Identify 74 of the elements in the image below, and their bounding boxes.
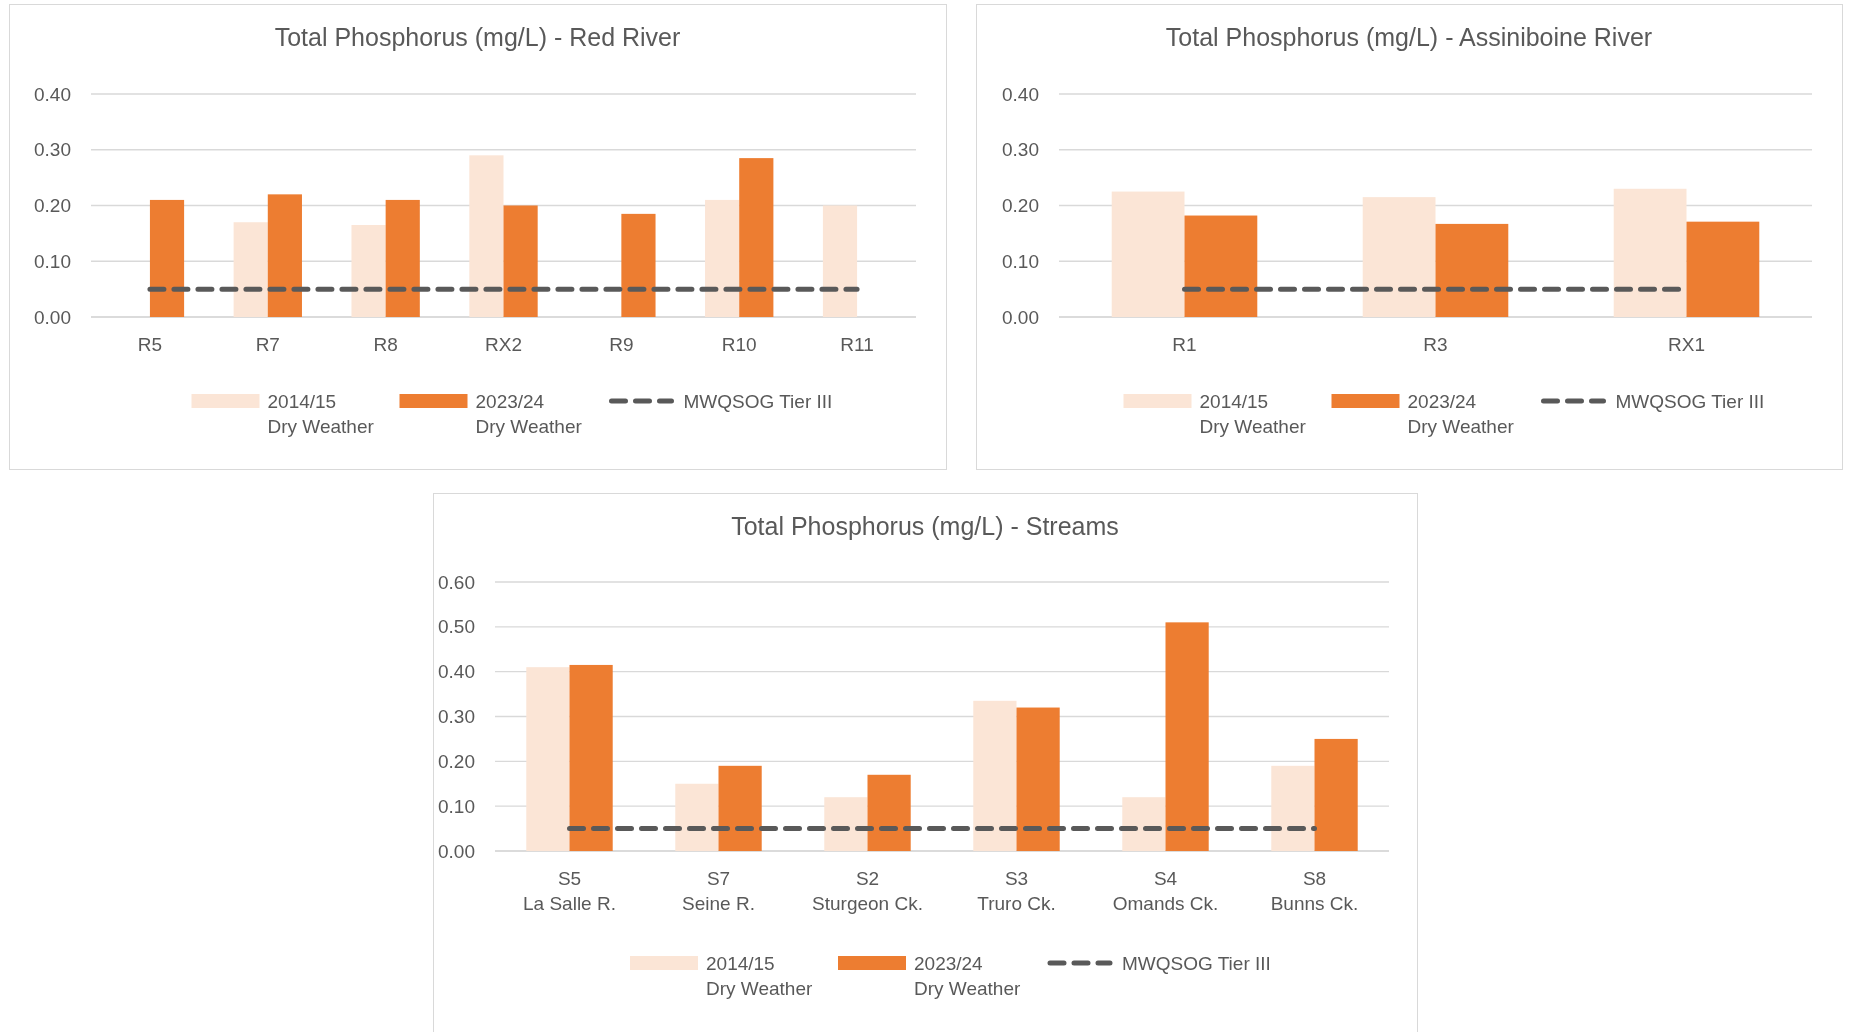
x-tick-label: S3 Truro Ck.: [977, 868, 1056, 914]
bar: [569, 664, 613, 851]
bar: [621, 213, 656, 317]
y-tick-label: 0.40: [34, 83, 71, 105]
y-tick-label: 0.30: [34, 139, 71, 161]
y-tick-label: 0.30: [438, 706, 475, 728]
bar: [867, 774, 911, 851]
bar: [267, 194, 302, 317]
y-tick-label: 0.40: [438, 661, 475, 683]
bar: [822, 205, 858, 317]
x-tick-label: R10: [721, 334, 757, 355]
chart-title: Total Phosphorus (mg/L) - Streams: [731, 512, 1119, 540]
bar: [1122, 797, 1166, 851]
bar: [705, 199, 740, 317]
x-tick-label: R8: [373, 334, 398, 355]
x-tick-label: S2 Sturgeon Ck.: [812, 868, 923, 914]
y-tick-label: 0.20: [438, 750, 475, 772]
chart-title: Total Phosphorus (mg/L) - Assiniboine River: [1165, 23, 1653, 51]
bar: [1184, 215, 1258, 317]
bar: [973, 700, 1017, 851]
bar: [1435, 223, 1509, 317]
bar: [1686, 221, 1760, 317]
y-tick-label: 0.40: [1002, 83, 1039, 105]
x-tick-label: S8 Bunns Ck.: [1270, 868, 1359, 914]
y-tick-label: 0.30: [1002, 139, 1039, 161]
bar: [1111, 191, 1185, 317]
x-tick-label: R7: [255, 334, 280, 355]
legend-label: 2014/15 Dry Weather: [706, 953, 813, 999]
bar: [526, 667, 570, 851]
x-tick-label: R5: [137, 334, 163, 355]
legend-label: MWQSOG Tier III: [683, 391, 833, 412]
legend-label: MWQSOG Tier III: [1615, 391, 1765, 412]
x-tick-label: S4 Omands Ck.: [1112, 868, 1219, 914]
bar: [1613, 188, 1687, 317]
legend-label: 2014/15 Dry Weather: [1199, 391, 1307, 437]
bar: [675, 783, 719, 851]
bar: [149, 199, 185, 317]
bar: [1165, 622, 1209, 851]
bar: [469, 155, 504, 317]
x-tick-label: R9: [609, 334, 634, 355]
bar: [718, 765, 762, 851]
y-tick-label: 0.10: [34, 250, 71, 272]
y-tick-label: 0.10: [1002, 250, 1039, 272]
bar: [233, 222, 268, 317]
y-tick-label: 0.10: [438, 795, 475, 817]
legend-label: 2023/24 Dry Weather: [475, 391, 583, 437]
bar: [1271, 765, 1315, 851]
bar: [385, 199, 420, 317]
bar: [351, 225, 386, 317]
legend-label: 2023/24 Dry Weather: [914, 953, 1021, 999]
x-tick-label: R3: [1423, 334, 1448, 355]
bar: [824, 797, 868, 851]
legend-label: MWQSOG Tier III: [1122, 953, 1271, 974]
bar: [739, 158, 774, 317]
legend-label: 2014/15 Dry Weather: [267, 391, 375, 437]
y-tick-label: 0.50: [438, 616, 475, 638]
chart-title: Total Phosphorus (mg/L) - Red River: [274, 23, 681, 51]
x-tick-label: S7 Seine R.: [682, 868, 755, 914]
bar: [1314, 738, 1358, 851]
y-tick-label: 0.00: [34, 306, 71, 328]
y-tick-label: 0.20: [1002, 195, 1039, 217]
legend-label: 2023/24 Dry Weather: [1407, 391, 1515, 437]
x-tick-label: S5 La Salle R.: [523, 868, 616, 914]
x-tick-label: RX2: [485, 334, 522, 355]
y-tick-label: 0.60: [438, 571, 475, 593]
x-tick-label: R11: [840, 334, 874, 355]
x-tick-label: R1: [1172, 334, 1197, 355]
x-tick-label: RX1: [1668, 334, 1705, 355]
y-tick-label: 0.00: [438, 840, 475, 862]
bar: [1016, 707, 1060, 851]
y-tick-label: 0.20: [34, 195, 71, 217]
y-tick-label: 0.00: [1002, 306, 1039, 328]
bar: [503, 205, 538, 317]
bar: [1362, 197, 1436, 317]
